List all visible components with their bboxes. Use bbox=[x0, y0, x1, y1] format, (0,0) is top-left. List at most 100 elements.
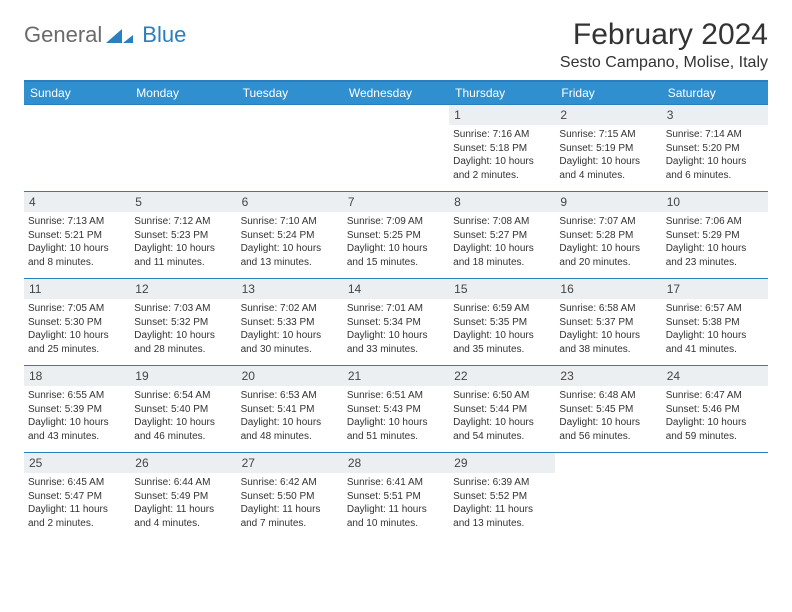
location: Sesto Campano, Molise, Italy bbox=[560, 54, 768, 72]
daylight-text: Daylight: 10 hours and 6 minutes. bbox=[666, 155, 764, 182]
logo-triangle-icon bbox=[106, 25, 134, 45]
header: General Blue February 2024 Sesto Campano… bbox=[24, 18, 768, 72]
day-cell: 4Sunrise: 7:13 AMSunset: 5:21 PMDaylight… bbox=[24, 192, 130, 278]
day-info: Sunrise: 6:53 AMSunset: 5:41 PMDaylight:… bbox=[241, 389, 339, 443]
weekday-tue: Tuesday bbox=[237, 82, 343, 104]
day-cell bbox=[130, 105, 236, 191]
calendar: Sunday Monday Tuesday Wednesday Thursday… bbox=[24, 80, 768, 539]
day-info: Sunrise: 6:51 AMSunset: 5:43 PMDaylight:… bbox=[347, 389, 445, 443]
sunrise-text: Sunrise: 6:47 AM bbox=[666, 389, 764, 403]
sunrise-text: Sunrise: 6:50 AM bbox=[453, 389, 551, 403]
logo-text-1: General bbox=[24, 22, 102, 48]
day-number: 3 bbox=[662, 105, 768, 125]
week-row: 11 Sunrise: 7:05 AMSunset: 5:30 PMDayligh… bbox=[24, 278, 768, 365]
sunrise-text: Sunrise: 6:45 AM bbox=[28, 476, 126, 490]
day-cell: 16 Sunrise: 6:58 AMSunset: 5:37 PMDayligh… bbox=[555, 279, 661, 365]
day-cell: 12Sunrise: 7:03 AMSunset: 5:32 PMDayligh… bbox=[130, 279, 236, 365]
weekday-thu: Thursday bbox=[449, 82, 555, 104]
daylight-text: Daylight: 10 hours and 43 minutes. bbox=[28, 416, 126, 443]
day-number: 21 bbox=[343, 366, 449, 386]
day-cell: 17Sunrise: 6:57 AMSunset: 5:38 PMDayligh… bbox=[662, 279, 768, 365]
day-cell bbox=[237, 105, 343, 191]
sunset-text: Sunset: 5:44 PM bbox=[453, 403, 551, 417]
day-cell: 9Sunrise: 7:07 AMSunset: 5:28 PMDaylight… bbox=[555, 192, 661, 278]
sunset-text: Sunset: 5:37 PM bbox=[559, 316, 657, 330]
daylight-text: Daylight: 10 hours and 56 minutes. bbox=[559, 416, 657, 443]
sunrise-text: Sunrise: 7:12 AM bbox=[134, 215, 232, 229]
day-cell: 27Sunrise: 6:42 AMSunset: 5:50 PMDayligh… bbox=[237, 453, 343, 539]
sunrise-text: Sunrise: 7:03 AM bbox=[134, 302, 232, 316]
day-number: 14 bbox=[343, 279, 449, 299]
day-info: Sunrise: 7:05 AMSunset: 5:30 PMDaylight:… bbox=[28, 302, 126, 356]
day-info: Sunrise: 6:58 AMSunset: 5:37 PMDaylight:… bbox=[559, 302, 657, 356]
day-cell: 10Sunrise: 7:06 AMSunset: 5:29 PMDayligh… bbox=[662, 192, 768, 278]
day-cell: 3Sunrise: 7:14 AMSunset: 5:20 PMDaylight… bbox=[662, 105, 768, 191]
daylight-text: Daylight: 10 hours and 38 minutes. bbox=[559, 329, 657, 356]
sunrise-text: Sunrise: 7:05 AM bbox=[28, 302, 126, 316]
sunset-text: Sunset: 5:25 PM bbox=[347, 229, 445, 243]
sunset-text: Sunset: 5:49 PM bbox=[134, 490, 232, 504]
sunset-text: Sunset: 5:18 PM bbox=[453, 142, 551, 156]
sunset-text: Sunset: 5:23 PM bbox=[134, 229, 232, 243]
daylight-text: Daylight: 10 hours and 46 minutes. bbox=[134, 416, 232, 443]
day-cell: 8 Sunrise: 7:08 AMSunset: 5:27 PMDaylight… bbox=[449, 192, 555, 278]
sunrise-text: Sunrise: 6:57 AM bbox=[666, 302, 764, 316]
day-number: 8 bbox=[449, 192, 555, 212]
daylight-text: Daylight: 11 hours and 2 minutes. bbox=[28, 503, 126, 530]
day-cell: 23Sunrise: 6:48 AMSunset: 5:45 PMDayligh… bbox=[555, 366, 661, 452]
sunset-text: Sunset: 5:21 PM bbox=[28, 229, 126, 243]
day-info: Sunrise: 7:08 AMSunset: 5:27 PMDaylight:… bbox=[453, 215, 551, 269]
day-number: 11 bbox=[24, 279, 130, 299]
day-info: Sunrise: 6:48 AMSunset: 5:45 PMDaylight:… bbox=[559, 389, 657, 443]
day-info: Sunrise: 7:12 AMSunset: 5:23 PMDaylight:… bbox=[134, 215, 232, 269]
day-info: Sunrise: 7:09 AMSunset: 5:25 PMDaylight:… bbox=[347, 215, 445, 269]
day-cell bbox=[662, 453, 768, 539]
weeks-container: 1Sunrise: 7:16 AMSunset: 5:18 PMDaylight… bbox=[24, 104, 768, 539]
day-cell: 2Sunrise: 7:15 AMSunset: 5:19 PMDaylight… bbox=[555, 105, 661, 191]
daylight-text: Daylight: 10 hours and 4 minutes. bbox=[559, 155, 657, 182]
day-number: 9 bbox=[555, 192, 661, 212]
day-cell: 5Sunrise: 7:12 AMSunset: 5:23 PMDaylight… bbox=[130, 192, 236, 278]
daylight-text: Daylight: 11 hours and 7 minutes. bbox=[241, 503, 339, 530]
sunset-text: Sunset: 5:38 PM bbox=[666, 316, 764, 330]
weekday-fri: Friday bbox=[555, 82, 661, 104]
sunrise-text: Sunrise: 6:41 AM bbox=[347, 476, 445, 490]
day-number: 2 bbox=[555, 105, 661, 125]
daylight-text: Daylight: 10 hours and 11 minutes. bbox=[134, 242, 232, 269]
day-number: 27 bbox=[237, 453, 343, 473]
day-number bbox=[343, 105, 449, 109]
day-number: 20 bbox=[237, 366, 343, 386]
daylight-text: Daylight: 10 hours and 23 minutes. bbox=[666, 242, 764, 269]
sunset-text: Sunset: 5:47 PM bbox=[28, 490, 126, 504]
day-number bbox=[662, 453, 768, 457]
sunset-text: Sunset: 5:51 PM bbox=[347, 490, 445, 504]
day-number: 24 bbox=[662, 366, 768, 386]
day-info: Sunrise: 7:16 AMSunset: 5:18 PMDaylight:… bbox=[453, 128, 551, 182]
daylight-text: Daylight: 10 hours and 51 minutes. bbox=[347, 416, 445, 443]
sunrise-text: Sunrise: 7:16 AM bbox=[453, 128, 551, 142]
daylight-text: Daylight: 11 hours and 13 minutes. bbox=[453, 503, 551, 530]
day-cell: 7Sunrise: 7:09 AMSunset: 5:25 PMDaylight… bbox=[343, 192, 449, 278]
day-number: 15 bbox=[449, 279, 555, 299]
sunset-text: Sunset: 5:27 PM bbox=[453, 229, 551, 243]
sunset-text: Sunset: 5:39 PM bbox=[28, 403, 126, 417]
day-cell: 20 Sunrise: 6:53 AMSunset: 5:41 PMDayligh… bbox=[237, 366, 343, 452]
weekday-mon: Monday bbox=[130, 82, 236, 104]
day-number bbox=[24, 105, 130, 109]
day-info: Sunrise: 7:01 AMSunset: 5:34 PMDaylight:… bbox=[347, 302, 445, 356]
sunset-text: Sunset: 5:40 PM bbox=[134, 403, 232, 417]
sunset-text: Sunset: 5:45 PM bbox=[559, 403, 657, 417]
sunrise-text: Sunrise: 7:07 AM bbox=[559, 215, 657, 229]
day-cell: 15Sunrise: 6:59 AMSunset: 5:35 PMDayligh… bbox=[449, 279, 555, 365]
day-cell: 18Sunrise: 6:55 AMSunset: 5:39 PMDayligh… bbox=[24, 366, 130, 452]
sunset-text: Sunset: 5:35 PM bbox=[453, 316, 551, 330]
sunrise-text: Sunrise: 6:59 AM bbox=[453, 302, 551, 316]
daylight-text: Daylight: 10 hours and 18 minutes. bbox=[453, 242, 551, 269]
day-number: 16 bbox=[555, 279, 661, 299]
daylight-text: Daylight: 10 hours and 8 minutes. bbox=[28, 242, 126, 269]
sunrise-text: Sunrise: 7:08 AM bbox=[453, 215, 551, 229]
day-cell: 28Sunrise: 6:41 AMSunset: 5:51 PMDayligh… bbox=[343, 453, 449, 539]
day-info: Sunrise: 6:57 AMSunset: 5:38 PMDaylight:… bbox=[666, 302, 764, 356]
sunrise-text: Sunrise: 7:02 AM bbox=[241, 302, 339, 316]
day-cell: 22Sunrise: 6:50 AMSunset: 5:44 PMDayligh… bbox=[449, 366, 555, 452]
